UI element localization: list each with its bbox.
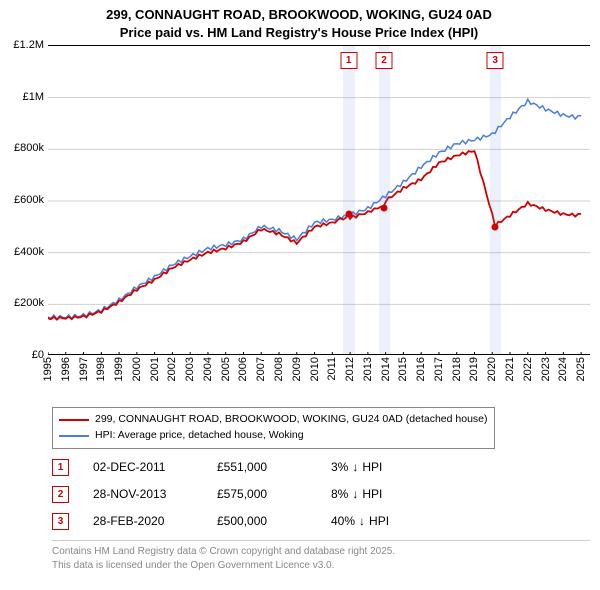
sale-row: 1 02-DEC-2011 £551,000 3%↓HPI <box>52 459 590 476</box>
x-tick-label: 1998 <box>95 357 107 381</box>
shade-band <box>490 46 502 354</box>
plot-area: 1 2 3 <box>48 45 590 355</box>
x-tick-label: 2006 <box>237 357 249 381</box>
sale-date: 02-DEC-2011 <box>93 460 193 474</box>
x-tick-label: 1997 <box>78 357 90 381</box>
legend-row: 299, CONNAUGHT ROAD, BROOKWOOD, WOKING, … <box>59 412 488 428</box>
sale-marker: 3 <box>487 52 504 69</box>
y-axis: £0£200k£400k£600k£800k£1M£1.2M <box>8 45 48 355</box>
legend-label: 299, CONNAUGHT ROAD, BROOKWOOD, WOKING, … <box>95 412 488 428</box>
x-tick-label: 2001 <box>149 357 161 381</box>
y-tick-label: £1M <box>23 91 44 103</box>
sale-row: 2 28-NOV-2013 £575,000 8%↓HPI <box>52 486 590 503</box>
x-tick-label: 2010 <box>309 357 321 381</box>
x-tick-label: 2021 <box>504 357 516 381</box>
y-tick-label: £1.2M <box>13 39 44 51</box>
x-tick-label: 2022 <box>522 357 534 381</box>
x-tick-label: 2005 <box>220 357 232 381</box>
x-tick-label: 2002 <box>166 357 178 381</box>
legend-swatch <box>59 435 89 437</box>
x-tick-label: 2018 <box>451 357 463 381</box>
plot-svg <box>48 46 590 354</box>
x-tick-label: 2014 <box>380 357 392 381</box>
x-tick-label: 2012 <box>344 357 356 381</box>
sale-price: £500,000 <box>217 514 307 528</box>
x-tick-label: 2017 <box>433 357 445 381</box>
x-tick-label: 2025 <box>575 357 587 381</box>
sale-diff: 40%↓HPI <box>331 514 389 528</box>
x-tick-label: 2016 <box>415 357 427 381</box>
sale-row-marker: 1 <box>52 459 69 476</box>
title-line2: Price paid vs. HM Land Registry's House … <box>120 25 479 40</box>
x-tick-label: 2004 <box>202 357 214 381</box>
x-tick-label: 2015 <box>397 357 409 381</box>
sale-diff: 8%↓HPI <box>331 487 382 501</box>
footer-attribution: Contains HM Land Registry data © Crown c… <box>52 540 590 573</box>
sales-table: 1 02-DEC-2011 £551,000 3%↓HPI 2 28-NOV-2… <box>52 459 590 530</box>
legend-swatch <box>59 419 89 421</box>
x-tick-label: 2013 <box>362 357 374 381</box>
legend-label: HPI: Average price, detached house, Woki… <box>95 428 304 444</box>
chart-area: £0£200k£400k£600k£800k£1M£1.2M 123 <box>8 45 590 355</box>
sale-dot <box>381 204 388 211</box>
legend-row: HPI: Average price, detached house, Woki… <box>59 428 488 444</box>
sale-diff: 3%↓HPI <box>331 460 382 474</box>
x-tick-label: 2011 <box>326 357 338 381</box>
title-line1: 299, CONNAUGHT ROAD, BROOKWOOD, WOKING, … <box>106 7 492 22</box>
x-tick-label: 1995 <box>42 357 54 381</box>
x-tick-label: 2020 <box>486 357 498 381</box>
shade-band <box>379 46 391 354</box>
x-axis: 1995199619971998199920002001200220032004… <box>48 357 590 401</box>
x-tick-label: 2003 <box>184 357 196 381</box>
y-tick-label: £400k <box>14 246 44 258</box>
sale-dot <box>345 210 352 217</box>
sale-row-marker: 2 <box>52 486 69 503</box>
shade-band <box>343 46 355 354</box>
sale-dot <box>492 223 499 230</box>
x-tick-label: 1999 <box>113 357 125 381</box>
x-tick-label: 1996 <box>60 357 72 381</box>
x-tick-label: 2009 <box>291 357 303 381</box>
sale-price: £551,000 <box>217 460 307 474</box>
x-tick-label: 2008 <box>273 357 285 381</box>
x-tick-label: 2000 <box>131 357 143 381</box>
sale-row: 3 28-FEB-2020 £500,000 40%↓HPI <box>52 513 590 530</box>
y-tick-label: £600k <box>14 194 44 206</box>
x-tick-label: 2007 <box>255 357 267 381</box>
y-tick-label: £200k <box>14 297 44 309</box>
sale-row-marker: 3 <box>52 513 69 530</box>
sale-marker: 2 <box>376 52 393 69</box>
chart-title: 299, CONNAUGHT ROAD, BROOKWOOD, WOKING, … <box>8 6 590 41</box>
sale-date: 28-NOV-2013 <box>93 487 193 501</box>
footer-line2: This data is licensed under the Open Gov… <box>52 560 334 571</box>
sale-price: £575,000 <box>217 487 307 501</box>
x-tick-label: 2024 <box>557 357 569 381</box>
legend-box: 299, CONNAUGHT ROAD, BROOKWOOD, WOKING, … <box>52 407 495 449</box>
sale-marker: 1 <box>340 52 357 69</box>
x-tick-label: 2023 <box>540 357 552 381</box>
x-tick-label: 2019 <box>468 357 480 381</box>
y-tick-label: £800k <box>14 142 44 154</box>
chart-container: 299, CONNAUGHT ROAD, BROOKWOOD, WOKING, … <box>0 0 600 590</box>
sale-date: 28-FEB-2020 <box>93 514 193 528</box>
footer-line1: Contains HM Land Registry data © Crown c… <box>52 546 395 557</box>
